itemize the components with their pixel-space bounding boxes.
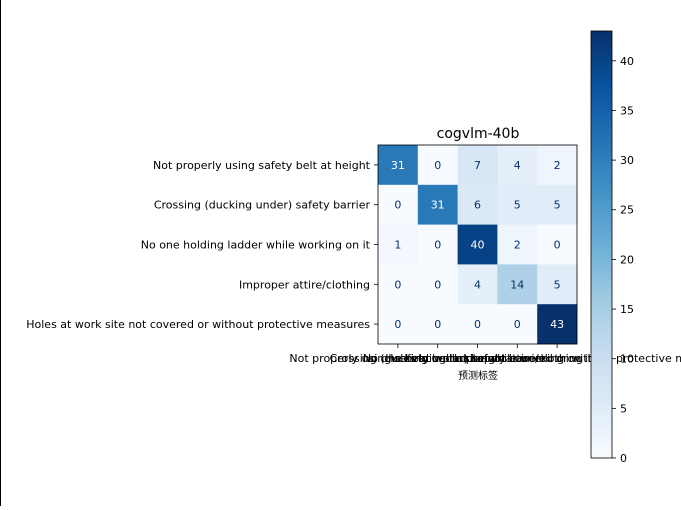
heatmap-cell (417, 264, 458, 305)
cell-value-label: 31 (391, 159, 405, 172)
cell-value-label: 7 (474, 159, 481, 172)
heatmap-cell (537, 224, 578, 265)
y-tick-label: Improper attire/clothing (239, 278, 370, 291)
y-tick-label: No one holding ladder while working on i… (141, 239, 371, 252)
heatmap-cell (497, 264, 538, 305)
heatmap-cell (378, 304, 419, 345)
cell-value-label: 5 (554, 199, 561, 212)
cell-value-label: 5 (554, 278, 561, 291)
cell-value-label: 0 (434, 278, 441, 291)
cell-value-label: 40 (471, 239, 485, 252)
cell-value-label: 0 (434, 318, 441, 331)
cell-value-label: 1 (394, 239, 401, 252)
cell-value-label: 2 (514, 239, 521, 252)
heatmap-cell (417, 224, 458, 265)
heatmap-cell (537, 264, 578, 305)
heatmap-cells (378, 145, 578, 345)
cell-value-label: 0 (474, 318, 481, 331)
x-tick-label: Improper attire/clothing (452, 352, 583, 365)
y-tick-label: Holes at work site not covered or withou… (26, 318, 370, 331)
cell-value-label: 43 (550, 318, 564, 331)
heatmap-cell (497, 145, 538, 186)
heatmap-cell (378, 145, 419, 186)
colorbar (590, 30, 613, 459)
colorbar-tick-label: 20 (620, 253, 634, 266)
colorbar-tick-label: 35 (620, 104, 634, 117)
x-tick-label: No one holding ladder while working on i… (363, 352, 593, 365)
chart-title: cogvlm-40b (437, 126, 520, 142)
y-tick-label: Not properly using safety belt at height (153, 159, 371, 172)
cell-value-label: 31 (431, 199, 445, 212)
cell-value-label: 6 (474, 199, 481, 212)
y-tick-label: Crossing (ducking under) safety barrier (154, 199, 371, 212)
heatmap-cell (378, 224, 419, 265)
cell-value-label: 0 (554, 239, 561, 252)
heatmap-border (377, 144, 578, 345)
x-axis-label: 预测标签 (458, 369, 498, 382)
colorbar-tick-label: 25 (620, 204, 634, 217)
heatmap-cell (537, 145, 578, 186)
left-border (0, 0, 1, 506)
colorbar-tick-label: 15 (620, 303, 634, 316)
colorbar-ticks: 0 5 10 15 20 25 30 35 40 (612, 55, 634, 465)
heatmap-cell (378, 264, 419, 305)
x-tick-label: Not properly using safety belt at height (289, 352, 507, 365)
cell-value-label: 14 (510, 278, 524, 291)
heatmap-cell (457, 145, 498, 186)
colorbar-tick-label: 0 (620, 452, 627, 465)
colorbar-tick-label: 40 (620, 55, 634, 68)
heatmap-cell (457, 184, 498, 225)
cell-value-label: 0 (394, 318, 401, 331)
heatmap-cell (417, 145, 458, 186)
cell-value-label: 0 (394, 278, 401, 291)
cell-value-label: 0 (434, 159, 441, 172)
colorbar-tick-label: 10 (620, 353, 634, 366)
y-tick-labels: Not properly using safety belt at height… (26, 159, 378, 331)
heatmap-cell-labels: 31 0 7 4 20 31 6 5 51 0 40 2 00 0 4 14 50 0 0 0 43 (391, 159, 564, 331)
heatmap-cell (497, 184, 538, 225)
cell-value-label: 4 (474, 278, 481, 291)
x-tick-label: Crossing (ducking under) safety barrier (330, 352, 547, 365)
heatmap-cell (457, 304, 498, 345)
heatmap-cell (497, 224, 538, 265)
heatmap-cell (457, 224, 498, 265)
heatmap-cell (457, 264, 498, 305)
heatmap-cell (378, 184, 419, 225)
cell-value-label: 0 (394, 199, 401, 212)
x-tick-label: Holes at work site not covered or withou… (385, 352, 681, 365)
heatmap-cell (497, 304, 538, 345)
colorbar-tick-label: 30 (620, 154, 634, 167)
cell-value-label: 0 (434, 239, 441, 252)
cell-value-label: 5 (514, 199, 521, 212)
cell-value-label: 4 (514, 159, 521, 172)
heatmap-cell (537, 304, 578, 345)
heatmap-cell (417, 184, 458, 225)
cell-value-label: 2 (554, 159, 561, 172)
heatmap-cell (417, 304, 458, 345)
heatmap-cell (537, 184, 578, 225)
cell-value-label: 0 (514, 318, 521, 331)
colorbar-tick-label: 5 (620, 402, 627, 415)
